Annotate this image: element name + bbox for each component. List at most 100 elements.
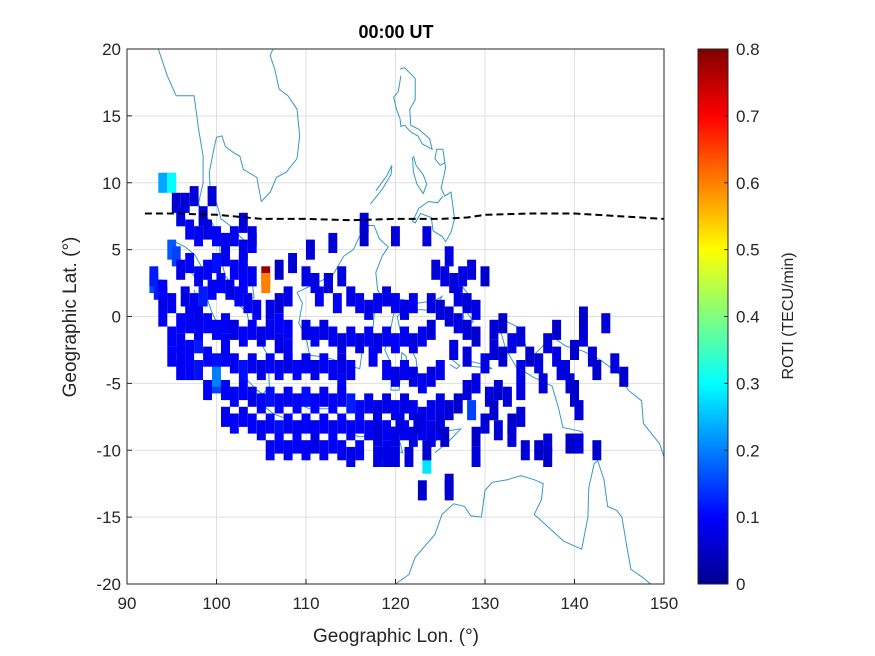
roti-cell [328, 326, 338, 347]
roti-cell [346, 360, 356, 381]
roti-cell [247, 266, 257, 287]
roti-cell [489, 400, 499, 421]
roti-cell [364, 326, 374, 347]
roti-cell [283, 339, 293, 360]
roti-cell [176, 333, 186, 354]
roti-cell [274, 333, 284, 354]
roti-cell [516, 360, 526, 381]
roti-cell [471, 426, 481, 447]
roti-cell [570, 386, 579, 407]
roti-cell [400, 360, 409, 381]
roti-cell [426, 400, 436, 421]
y-tick-label: 20 [102, 40, 121, 59]
roti-cell [247, 319, 257, 340]
roti-cell [552, 346, 562, 367]
roti-cell [382, 446, 391, 467]
roti-cell [274, 259, 284, 280]
roti-cell [301, 266, 311, 287]
roti-cell [319, 319, 329, 340]
roti-cell [408, 400, 418, 421]
roti-cell [337, 413, 347, 434]
roti-cell [382, 393, 391, 414]
roti-cell [167, 346, 177, 367]
roti-cell [216, 273, 226, 294]
roti-cell [221, 313, 230, 334]
roti-cell [507, 333, 517, 354]
roti-cell [493, 420, 503, 441]
y-tick-label: -10 [96, 441, 121, 460]
roti-cell [229, 319, 239, 340]
roti-cell [310, 360, 320, 381]
roti-cell [364, 420, 374, 441]
roti-cell [158, 172, 168, 193]
roti-cell [382, 286, 391, 307]
roti-cell [346, 420, 356, 441]
roti-cell [426, 366, 436, 387]
roti-cell [373, 400, 382, 421]
roti-cell [431, 259, 441, 280]
roti-cell [194, 306, 203, 327]
roti-cell [355, 400, 365, 421]
roti-cell [221, 406, 230, 427]
roti-cell [234, 286, 244, 307]
colorbar-tick-label: 0.4 [736, 308, 760, 327]
roti-cell [364, 299, 374, 320]
coastline-segment [370, 165, 393, 205]
roti-cell [176, 313, 186, 334]
roti-cell [189, 293, 199, 314]
roti-cell [274, 420, 284, 441]
roti-cell [319, 440, 329, 461]
x-tick-label: 150 [650, 594, 678, 613]
roti-cell [301, 440, 311, 461]
roti-cell [328, 360, 338, 381]
roti-cell [171, 246, 181, 267]
roti-cell [212, 366, 221, 387]
roti-cell [203, 219, 212, 240]
roti-cell [256, 326, 266, 347]
roti-cell [579, 326, 588, 347]
roti-cell [176, 259, 186, 280]
roti-cell [422, 440, 432, 461]
roti-cell [238, 273, 248, 294]
roti-cell [391, 446, 400, 467]
roti-cell [462, 346, 472, 367]
roti-cell [480, 266, 490, 287]
roti-cell [395, 413, 405, 434]
colorbar-gradient [698, 49, 728, 584]
colorbar-tick-label: 0.6 [736, 174, 760, 193]
roti-cell [400, 326, 409, 347]
roti-cell [252, 299, 262, 320]
roti-cell [426, 420, 436, 441]
roti-cell [471, 446, 481, 467]
roti-cell [167, 239, 177, 260]
roti-cell [221, 380, 230, 401]
roti-cell [332, 293, 342, 314]
roti-cell [391, 400, 400, 421]
roti-cell [337, 440, 347, 461]
colorbar-tick-label: 0.5 [736, 241, 760, 260]
roti-cell [176, 206, 186, 227]
roti-cell [283, 286, 293, 307]
roti-cell [185, 219, 195, 240]
roti-cell [194, 266, 203, 287]
roti-cell [274, 313, 284, 334]
roti-cell [328, 420, 338, 441]
roti-cell [301, 413, 311, 434]
roti-cell [408, 293, 418, 314]
roti-cell [471, 373, 481, 394]
roti-cell [158, 306, 168, 327]
roti-cell [158, 279, 168, 300]
roti-cell [337, 353, 347, 374]
roti-cell [185, 253, 195, 274]
roti-cell [221, 333, 230, 354]
roti-cell [238, 380, 248, 401]
roti-cell [516, 406, 526, 427]
roti-cell [382, 420, 391, 441]
roti-cell [373, 333, 382, 354]
roti-cell [238, 406, 248, 427]
y-tick-label: 5 [112, 241, 121, 260]
roti-cell [274, 360, 284, 381]
roti-cell [167, 293, 177, 314]
roti-cell [346, 446, 356, 467]
